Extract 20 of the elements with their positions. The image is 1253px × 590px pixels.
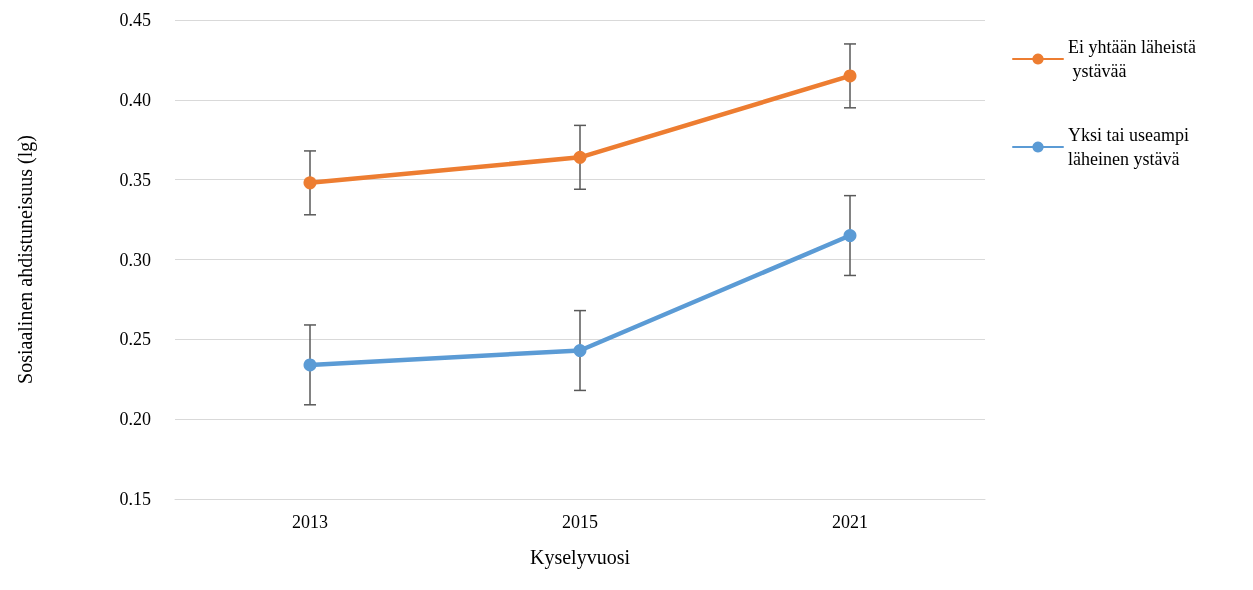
- x-tick-label: 2021: [832, 512, 868, 532]
- y-tick-label: 0.25: [119, 329, 151, 350]
- y-tick-label: 0.20: [119, 409, 151, 430]
- x-axis-title: Kyselyvuosi: [530, 546, 631, 569]
- legend-label: Yksi tai useampi läheinen ystävä: [1068, 125, 1194, 169]
- x-tick-label: 2015: [562, 512, 598, 532]
- point: [573, 150, 587, 164]
- y-tick-label: 0.35: [119, 169, 151, 190]
- legend-label: Ei yhtään läheistä ystävää: [1068, 37, 1196, 81]
- point: [843, 69, 857, 83]
- y-tick-label: 0.30: [119, 249, 151, 270]
- y-axis-title: Sosiaalinen ahdistuneisuus (lg): [14, 135, 37, 384]
- point: [303, 176, 317, 190]
- point: [843, 229, 857, 243]
- x-tick-label: 2013: [292, 512, 328, 532]
- y-tick-label: 0.15: [119, 489, 151, 509]
- y-tick-label: 0.40: [119, 89, 151, 110]
- point: [303, 358, 317, 372]
- y-tick-label: 0.45: [119, 10, 151, 30]
- point: [573, 344, 587, 358]
